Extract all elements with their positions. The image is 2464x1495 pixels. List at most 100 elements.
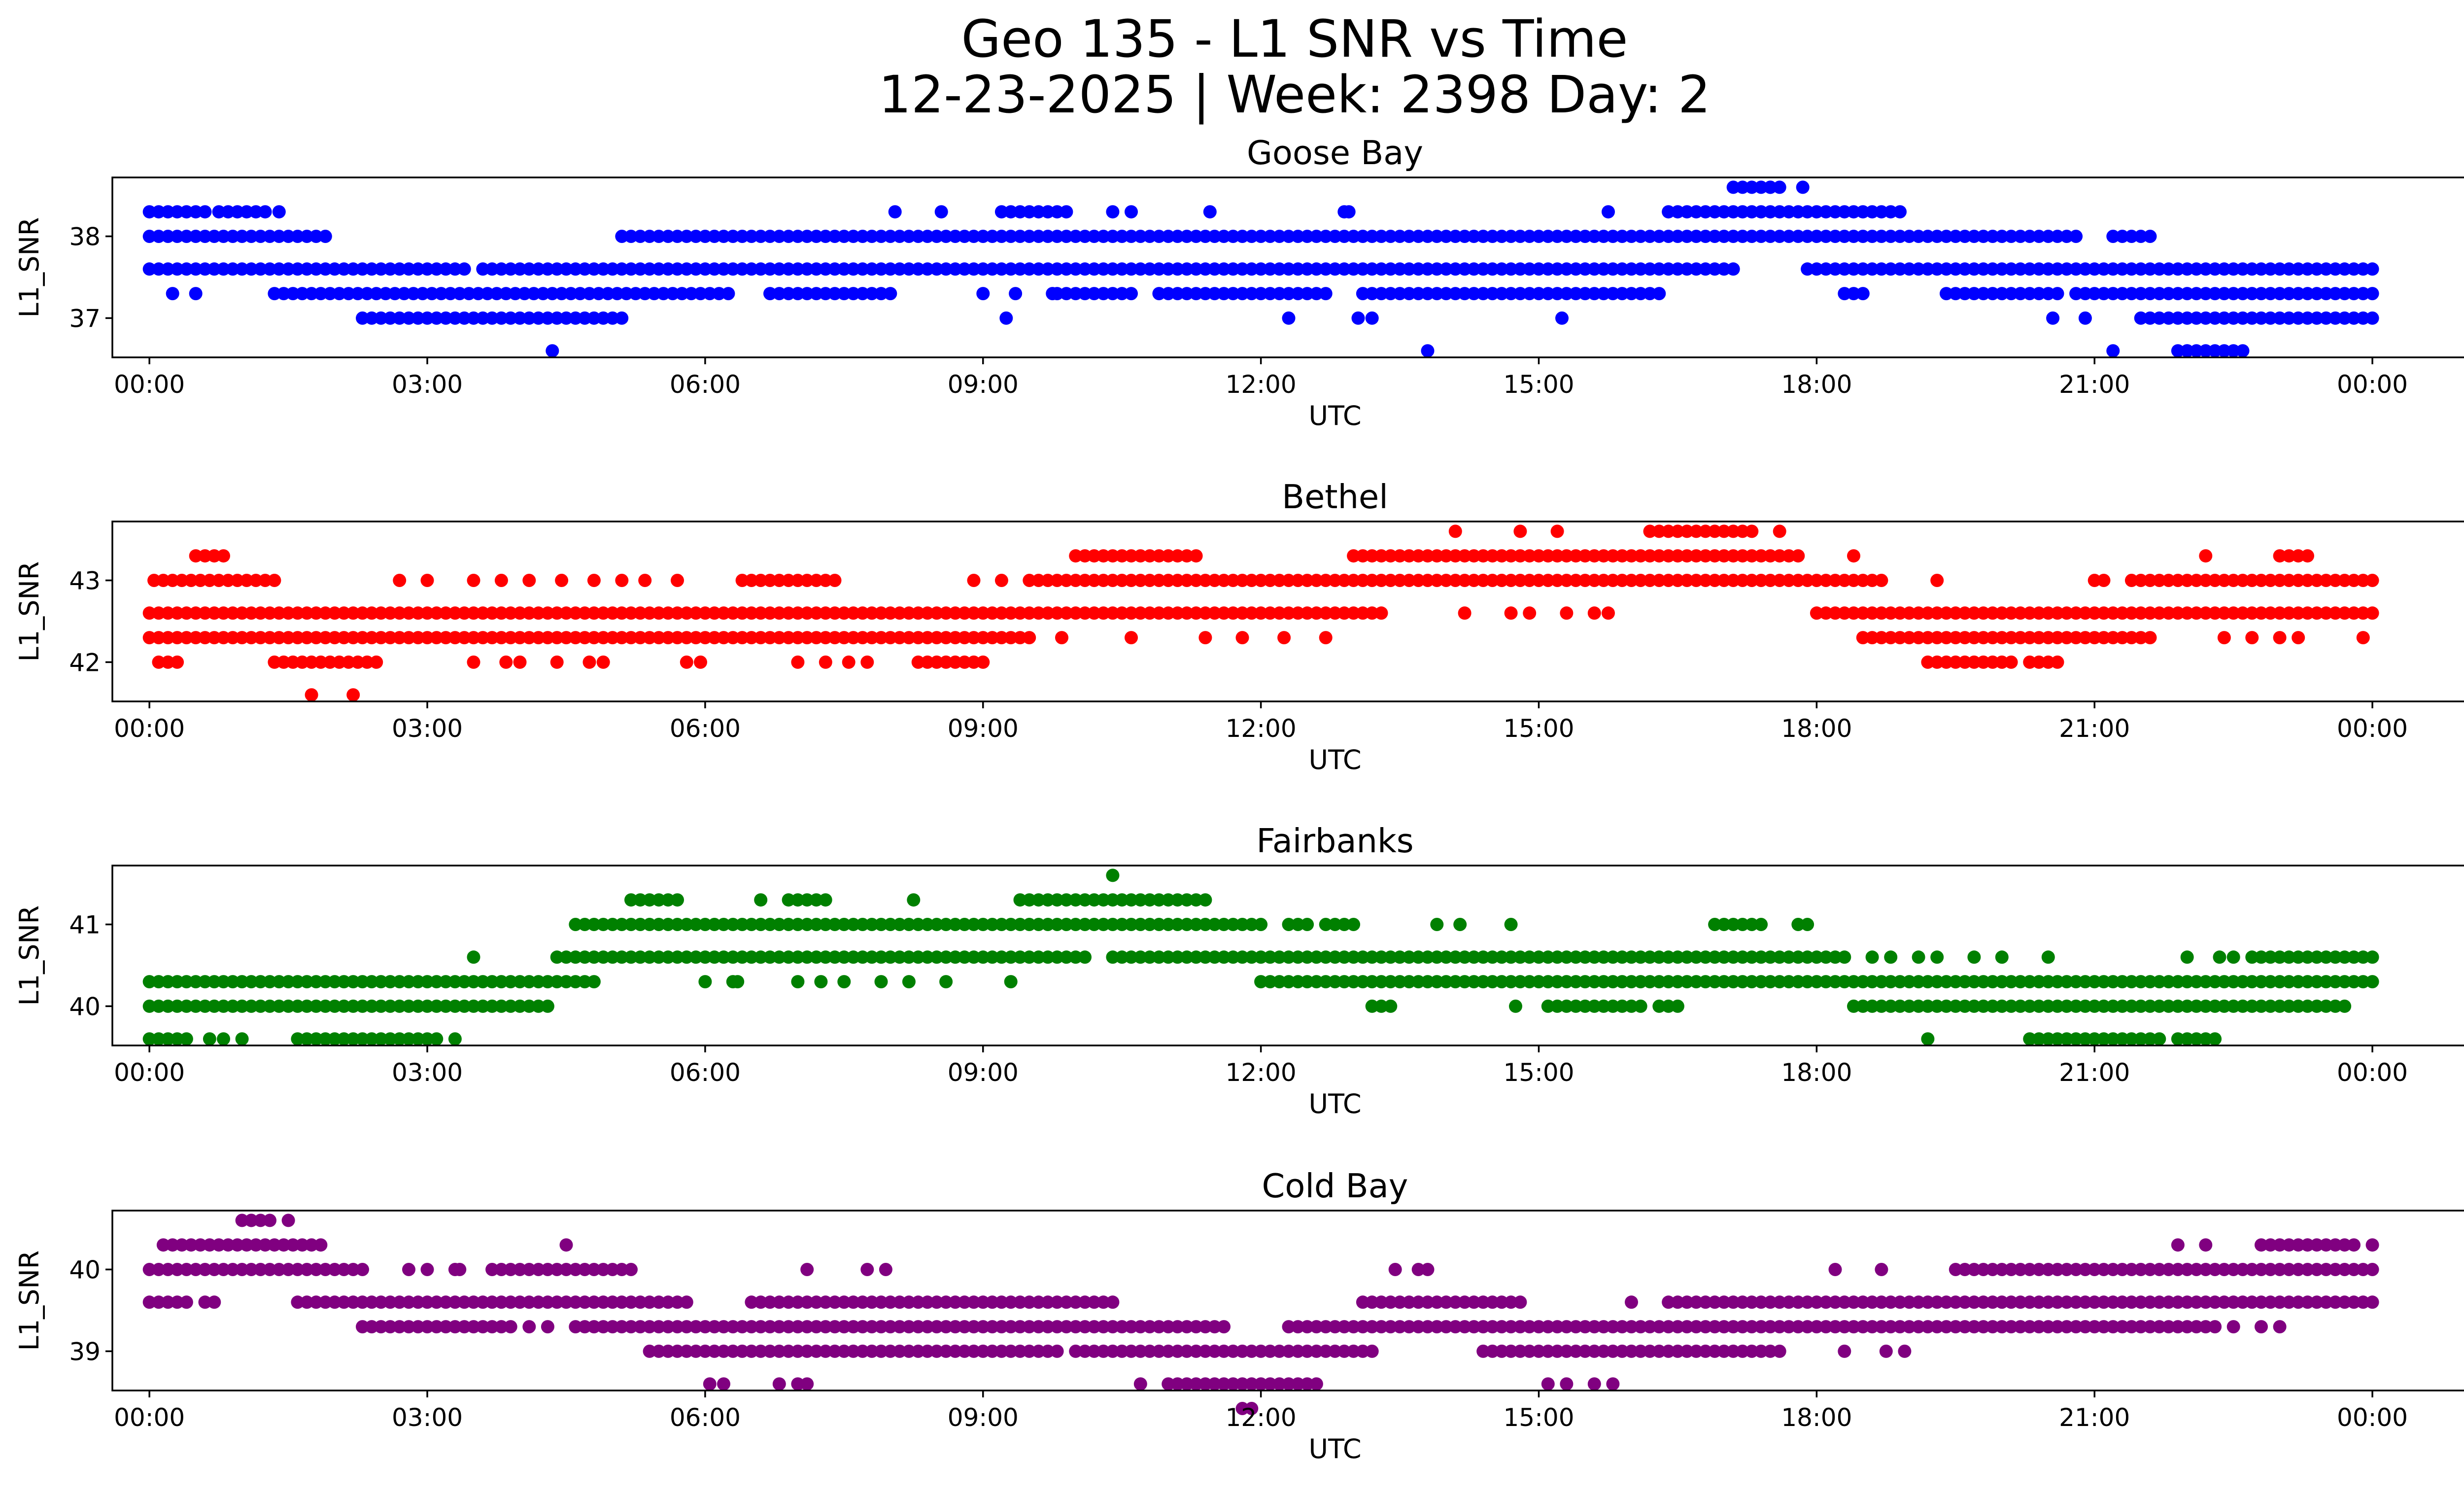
data-point bbox=[587, 918, 601, 931]
data-point bbox=[504, 606, 517, 620]
data-point bbox=[342, 287, 355, 301]
data-point bbox=[810, 1320, 823, 1334]
data-point bbox=[1096, 1295, 1110, 1309]
data-point bbox=[2153, 287, 2166, 301]
data-point bbox=[921, 230, 934, 243]
data-point bbox=[624, 1320, 638, 1334]
data-point bbox=[1977, 230, 1990, 243]
data-point bbox=[291, 262, 305, 276]
data-point bbox=[328, 1295, 342, 1309]
data-point bbox=[342, 655, 355, 669]
data-point bbox=[2106, 999, 2120, 1013]
data-point bbox=[1282, 950, 1296, 964]
data-point bbox=[1411, 230, 1425, 243]
data-point bbox=[717, 918, 730, 931]
data-point bbox=[1208, 1377, 1222, 1391]
data-point bbox=[1133, 230, 1147, 243]
x-axis-label: UTC bbox=[1308, 744, 1361, 775]
data-point bbox=[272, 631, 286, 645]
data-point bbox=[1208, 1344, 1222, 1358]
data-point bbox=[1921, 631, 1935, 645]
data-point bbox=[1198, 1320, 1212, 1334]
data-point bbox=[884, 287, 897, 301]
data-point bbox=[2301, 311, 2314, 325]
data-point bbox=[976, 606, 990, 620]
x-tick-label: 15:00 bbox=[1503, 1403, 1574, 1432]
data-point bbox=[1448, 1320, 1462, 1334]
data-point bbox=[1152, 262, 1166, 276]
data-point bbox=[2310, 311, 2324, 325]
data-point bbox=[1476, 230, 1490, 243]
data-point bbox=[2171, 1263, 2185, 1276]
data-point bbox=[2245, 999, 2259, 1013]
data-point bbox=[1041, 574, 1055, 587]
data-point bbox=[171, 1032, 184, 1046]
data-point bbox=[189, 631, 203, 645]
data-point bbox=[2245, 975, 2259, 989]
data-point bbox=[800, 918, 814, 931]
data-point bbox=[1448, 975, 1462, 989]
data-point bbox=[2292, 606, 2305, 620]
data-point bbox=[2032, 262, 2046, 276]
data-point bbox=[1495, 230, 1508, 243]
data-point bbox=[2208, 287, 2222, 301]
data-point bbox=[847, 606, 860, 620]
data-point bbox=[1921, 1032, 1935, 1046]
data-point bbox=[179, 1263, 193, 1276]
data-point bbox=[1467, 574, 1481, 587]
data-point bbox=[763, 1295, 777, 1309]
data-point bbox=[2023, 975, 2037, 989]
data-point bbox=[578, 975, 592, 989]
data-point bbox=[1226, 950, 1240, 964]
data-point bbox=[1680, 950, 1694, 964]
data-point bbox=[1226, 574, 1240, 587]
data-point bbox=[648, 287, 661, 301]
data-point bbox=[1078, 287, 1092, 301]
data-point bbox=[2069, 1320, 2083, 1334]
data-point bbox=[671, 950, 684, 964]
data-point bbox=[365, 606, 378, 620]
data-point bbox=[2134, 975, 2148, 989]
data-point bbox=[2032, 975, 2046, 989]
data-point bbox=[1569, 549, 1583, 563]
data-point bbox=[1356, 287, 1369, 301]
data-point bbox=[856, 262, 869, 276]
data-point bbox=[708, 631, 721, 645]
x-tick-label: 00:00 bbox=[114, 1058, 185, 1087]
x-tick-label: 12:00 bbox=[1226, 714, 1297, 743]
data-point bbox=[1615, 975, 1629, 989]
data-point bbox=[559, 606, 573, 620]
data-point bbox=[1949, 1295, 1962, 1309]
data-point bbox=[754, 230, 768, 243]
data-point bbox=[791, 655, 805, 669]
data-point bbox=[2319, 1238, 2333, 1252]
data-point bbox=[2134, 1032, 2148, 1046]
data-point bbox=[1671, 975, 1684, 989]
data-point bbox=[1967, 631, 1981, 645]
data-point bbox=[874, 262, 888, 276]
data-point bbox=[532, 311, 546, 325]
data-point bbox=[1347, 549, 1361, 563]
data-point bbox=[420, 606, 434, 620]
data-point bbox=[1032, 893, 1045, 907]
data-point bbox=[318, 999, 332, 1013]
data-point bbox=[1606, 950, 1620, 964]
data-point bbox=[2051, 655, 2064, 669]
data-point bbox=[782, 1320, 795, 1334]
data-point bbox=[1374, 1295, 1388, 1309]
data-point bbox=[754, 918, 768, 931]
data-point bbox=[1708, 975, 1722, 989]
data-point bbox=[2328, 606, 2342, 620]
data-point bbox=[374, 631, 388, 645]
data-point bbox=[383, 999, 397, 1013]
data-point bbox=[2236, 975, 2250, 989]
data-point bbox=[504, 975, 517, 989]
data-point bbox=[1625, 230, 1638, 243]
data-point bbox=[2319, 574, 2333, 587]
data-point bbox=[1819, 1320, 1833, 1334]
data-point bbox=[782, 287, 795, 301]
data-point bbox=[2143, 999, 2157, 1013]
data-point bbox=[1013, 631, 1027, 645]
data-point bbox=[2171, 606, 2185, 620]
data-point bbox=[967, 574, 981, 587]
